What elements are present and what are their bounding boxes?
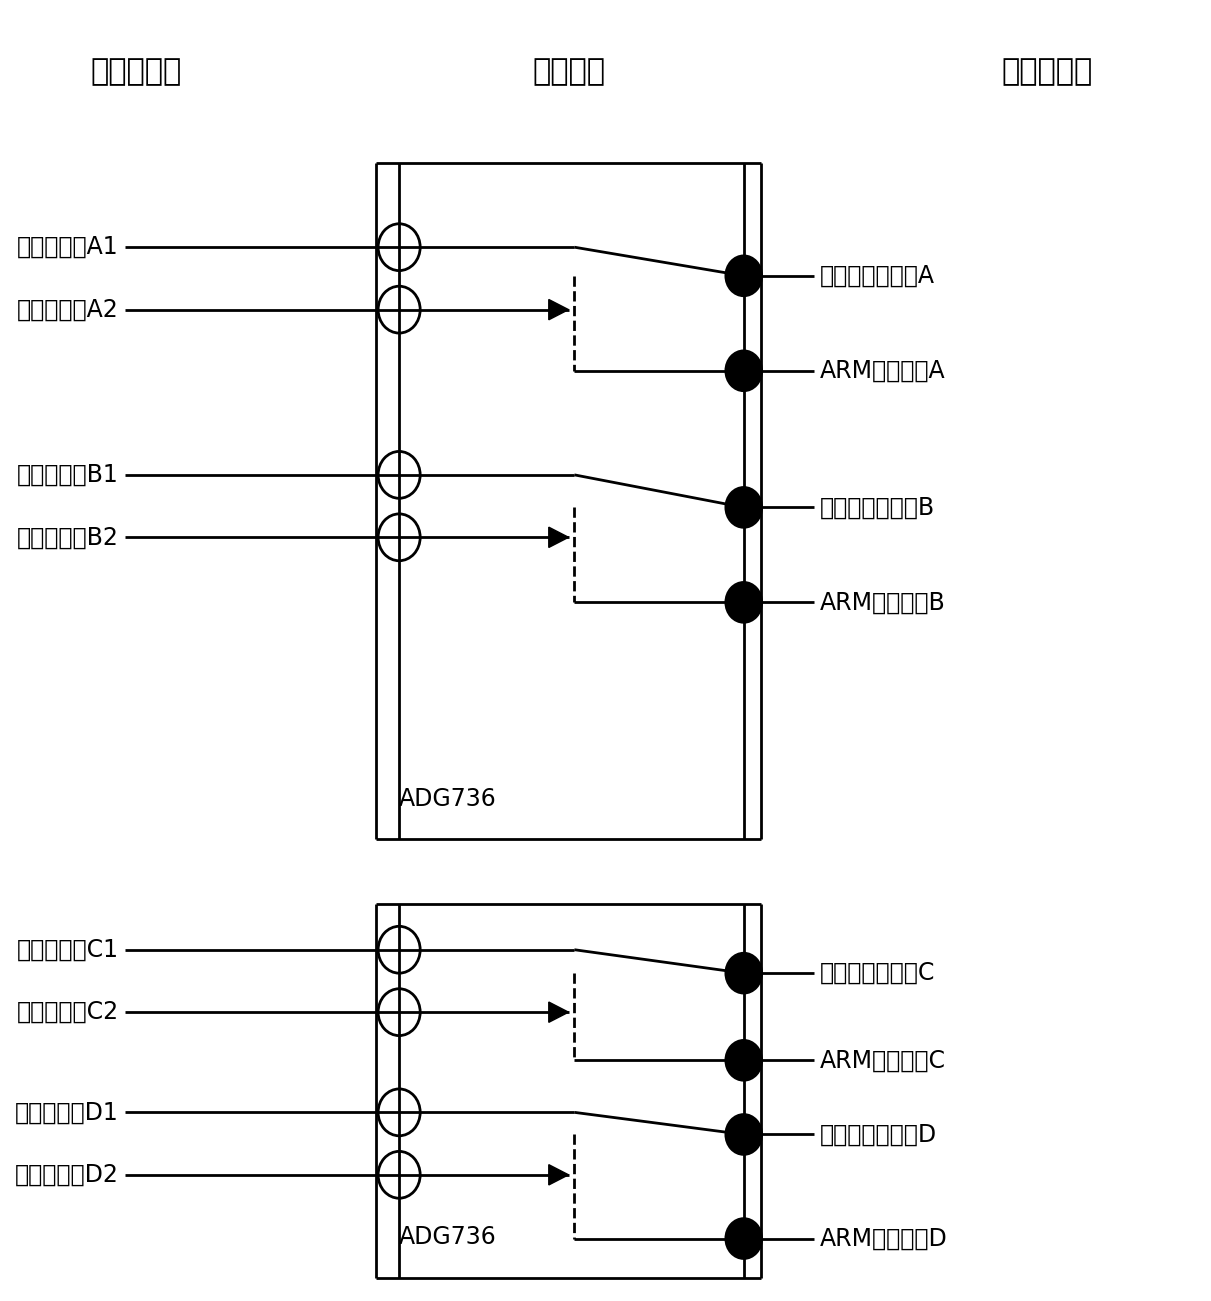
Text: 滤波及放大电路D: 滤波及放大电路D	[820, 1123, 937, 1146]
Polygon shape	[549, 299, 568, 320]
Text: 信号接受侧: 信号接受侧	[91, 57, 182, 86]
Text: 超声传感器D2: 超声传感器D2	[15, 1163, 119, 1187]
Text: ARM控制信号B: ARM控制信号B	[820, 591, 946, 614]
Text: 超声传感器B1: 超声传感器B1	[17, 463, 119, 487]
Text: 超声传感器A2: 超声传感器A2	[17, 298, 119, 321]
Circle shape	[725, 1041, 762, 1080]
Polygon shape	[549, 1164, 568, 1185]
Circle shape	[725, 1115, 762, 1154]
Polygon shape	[549, 1002, 568, 1023]
Text: 超声传感器A1: 超声传感器A1	[17, 235, 119, 259]
Circle shape	[725, 1219, 762, 1258]
Text: 超声传感器C2: 超声传感器C2	[17, 1000, 119, 1024]
Circle shape	[725, 583, 762, 622]
Circle shape	[725, 351, 762, 390]
Polygon shape	[549, 527, 568, 548]
Text: 复用开关: 复用开关	[532, 57, 606, 86]
Text: ADG736: ADG736	[400, 1226, 497, 1249]
Text: 滤波及放大电路A: 滤波及放大电路A	[820, 264, 935, 288]
Text: 滤波及放大电路C: 滤波及放大电路C	[820, 961, 935, 985]
Text: 超声传感器D1: 超声传感器D1	[15, 1101, 119, 1124]
Text: ADG736: ADG736	[400, 787, 497, 811]
Text: ARM控制信号D: ARM控制信号D	[820, 1227, 947, 1250]
Text: 超声传感器B2: 超声传感器B2	[17, 526, 119, 549]
Circle shape	[725, 954, 762, 993]
Circle shape	[725, 256, 762, 295]
Circle shape	[725, 488, 762, 527]
Text: 超声传感器C1: 超声传感器C1	[17, 938, 119, 961]
Text: ARM控制信号C: ARM控制信号C	[820, 1049, 946, 1072]
Text: ARM控制信号A: ARM控制信号A	[820, 359, 946, 382]
Text: 控制处理侧: 控制处理侧	[1001, 57, 1094, 86]
Text: 滤波及放大电路B: 滤波及放大电路B	[820, 496, 935, 519]
